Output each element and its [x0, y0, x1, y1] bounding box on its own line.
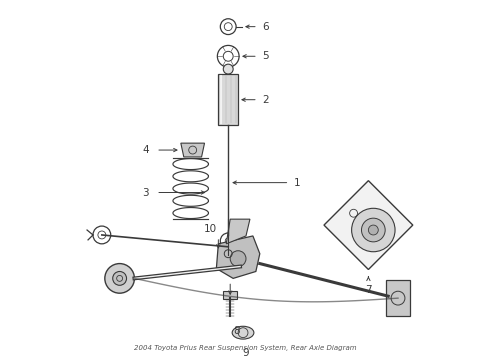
- Text: 9: 9: [243, 348, 249, 359]
- Circle shape: [230, 251, 246, 266]
- Circle shape: [352, 208, 395, 252]
- Bar: [223, 291, 237, 299]
- Circle shape: [113, 271, 126, 285]
- Text: 10: 10: [204, 224, 217, 234]
- Circle shape: [105, 264, 134, 293]
- Text: 3: 3: [143, 188, 149, 198]
- Circle shape: [368, 225, 378, 235]
- Text: 5: 5: [262, 51, 269, 61]
- Bar: [219, 74, 238, 125]
- Text: 6: 6: [262, 22, 269, 32]
- Text: 2004 Toyota Prius Rear Suspension System, Rear Axle Diagram: 2004 Toyota Prius Rear Suspension System…: [134, 345, 356, 351]
- Polygon shape: [217, 236, 260, 278]
- Text: 1: 1: [294, 177, 300, 188]
- Circle shape: [362, 218, 385, 242]
- Polygon shape: [181, 143, 204, 157]
- Polygon shape: [226, 219, 250, 244]
- Text: 4: 4: [143, 145, 149, 155]
- Text: 2: 2: [262, 95, 269, 105]
- Ellipse shape: [232, 326, 254, 339]
- Text: 7: 7: [365, 285, 372, 295]
- Polygon shape: [324, 181, 413, 270]
- Circle shape: [223, 64, 233, 74]
- Text: 8: 8: [233, 326, 240, 336]
- Polygon shape: [386, 280, 410, 316]
